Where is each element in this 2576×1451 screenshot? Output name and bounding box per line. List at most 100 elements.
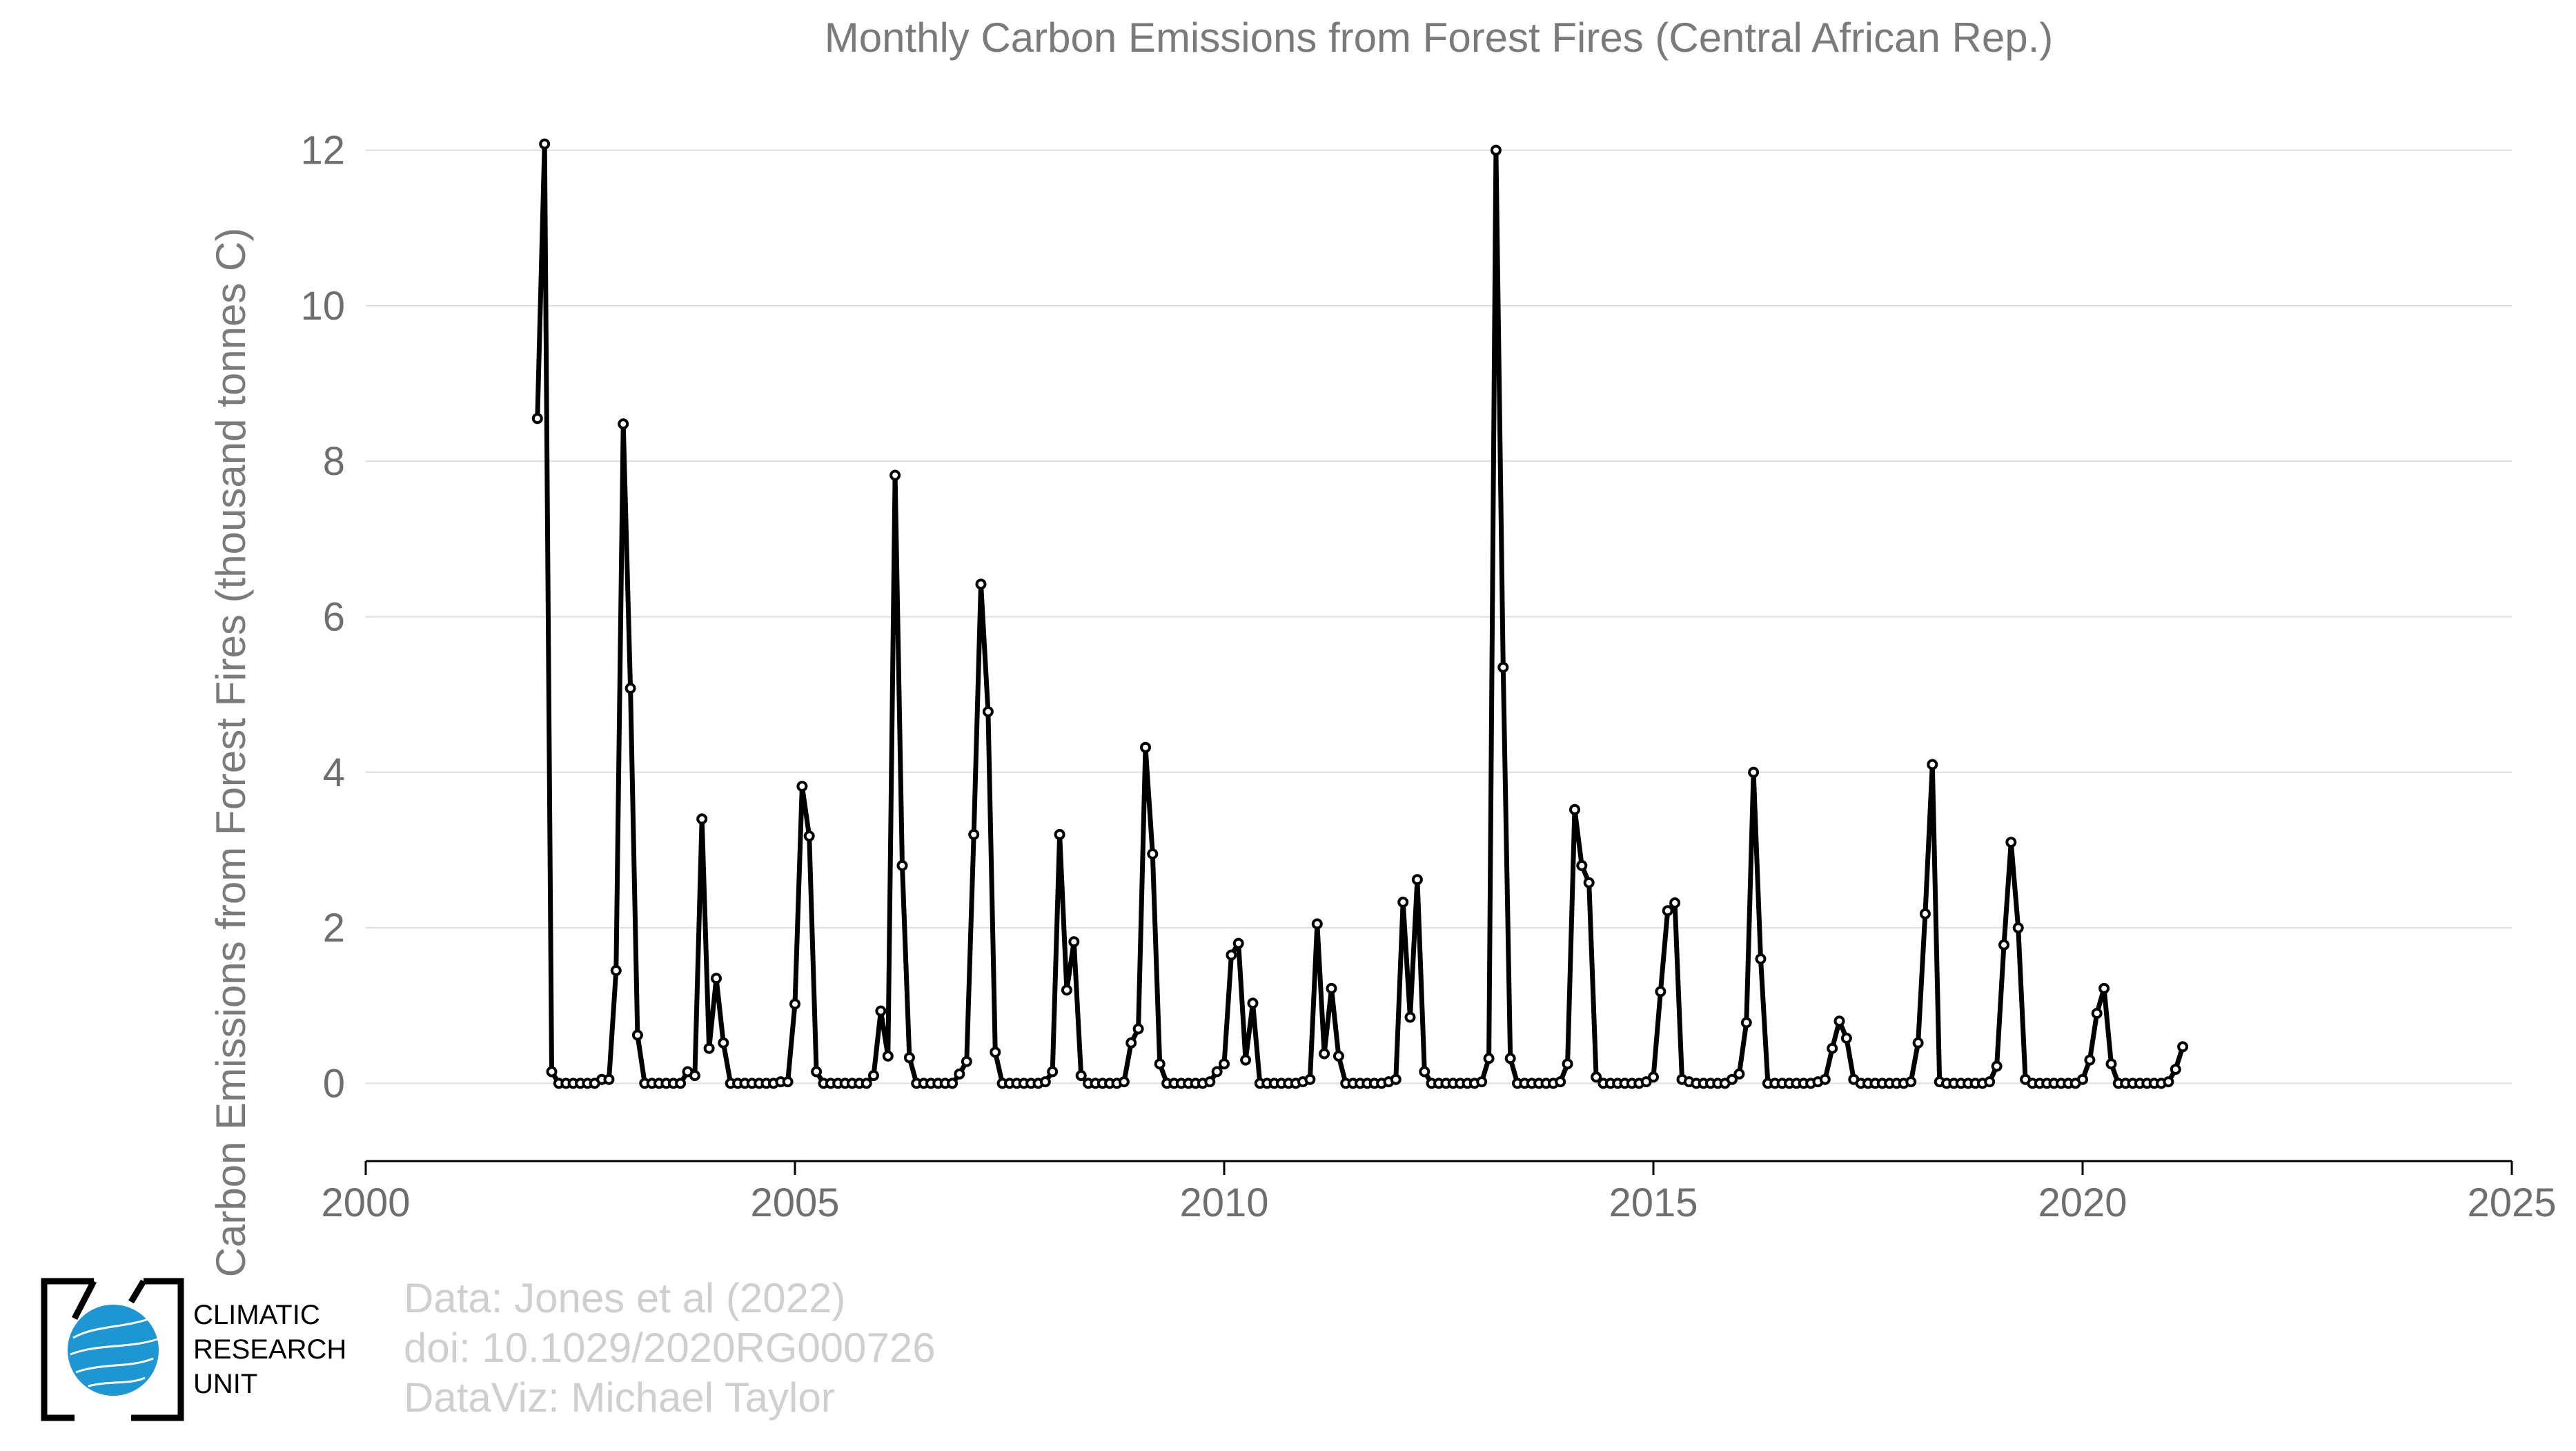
globe-logo-icon	[41, 1278, 184, 1421]
logo-line-3: UNIT	[193, 1369, 258, 1399]
data-point	[675, 1078, 687, 1089]
data-point	[1240, 1054, 1252, 1066]
data-point	[2012, 922, 2024, 934]
data-point	[1669, 897, 1681, 908]
data-point	[1591, 1071, 1602, 1083]
data-point	[1755, 953, 1767, 965]
data-point	[546, 1066, 558, 1078]
data-point	[531, 413, 543, 425]
data-point	[631, 1029, 643, 1041]
y-tick-label-12: 12	[300, 128, 345, 173]
data-point	[961, 1055, 972, 1067]
data-point	[1583, 877, 1595, 888]
data-point	[718, 1037, 729, 1049]
x-tick-label-2000: 2000	[321, 1180, 410, 1225]
data-point	[618, 418, 629, 430]
data-point	[539, 138, 551, 150]
y-tick-label-8: 8	[323, 439, 345, 484]
data-point	[1054, 828, 1065, 840]
credit-doi: doi: 10.1029/2020RG000726	[404, 1325, 936, 1371]
data-point	[603, 1073, 615, 1085]
x-tick-label-2020: 2020	[2038, 1180, 2127, 1225]
data-point	[1232, 937, 1244, 949]
data-point	[1727, 1073, 1738, 1085]
data-point	[1319, 1048, 1330, 1060]
data-point	[1555, 1076, 1566, 1088]
data-point	[1998, 939, 2009, 951]
data-point	[1247, 997, 1259, 1009]
data-point	[1311, 918, 1323, 930]
series-emissions	[531, 138, 2189, 1089]
data-point	[1655, 986, 1666, 997]
data-point	[1819, 1073, 1831, 1085]
data-point	[1569, 804, 1580, 815]
data-point	[1490, 144, 1502, 156]
data-point	[1912, 1037, 1924, 1049]
y-tick-label-10: 10	[300, 284, 345, 329]
data-point	[1497, 661, 1509, 673]
data-point	[1562, 1058, 1573, 1070]
data-point	[689, 1070, 700, 1082]
data-point	[1483, 1053, 1495, 1064]
data-point	[868, 1070, 879, 1082]
data-point	[968, 828, 980, 840]
series-line	[535, 142, 2185, 1086]
data-point	[1733, 1068, 1745, 1080]
data-point	[1147, 848, 1159, 859]
data-point	[1326, 982, 1337, 994]
data-point	[789, 998, 800, 1010]
data-point	[861, 1078, 872, 1089]
y-tick-label-2: 2	[323, 906, 345, 951]
data-point	[889, 469, 901, 481]
data-point	[1419, 1066, 1430, 1078]
data-point	[1905, 1076, 1917, 1088]
y-axis-label: Carbon Emissions from Forest Fires (thou…	[208, 228, 254, 1278]
data-point	[1397, 896, 1409, 908]
data-point	[1061, 984, 1072, 996]
data-point	[947, 1078, 958, 1089]
data-point	[711, 973, 722, 984]
data-point	[1132, 1023, 1144, 1035]
data-point	[1333, 1050, 1344, 1062]
data-point	[803, 830, 815, 842]
data-point	[1640, 1076, 1652, 1088]
data-point	[1304, 1073, 1316, 1085]
logo-text: CLIMATIC RESEARCH UNIT	[193, 1298, 346, 1401]
data-point	[1411, 874, 1423, 886]
data-point	[982, 705, 994, 717]
logo-line-2: RESEARCH	[193, 1334, 347, 1365]
data-point	[1927, 759, 1938, 770]
data-point	[2105, 1058, 2117, 1070]
data-point	[1576, 859, 1588, 871]
data-point	[1662, 905, 1673, 917]
data-point	[696, 813, 708, 825]
x-tick-label-2005: 2005	[750, 1180, 839, 1225]
data-point	[1204, 1076, 1216, 1088]
data-point	[2077, 1073, 2088, 1085]
y-tick-label-0: 0	[323, 1061, 345, 1106]
credit-data-source: Data: Jones et al (2022)	[404, 1275, 846, 1321]
x-axis: 2000 2005 2010 2015 2020 2025	[321, 1160, 2557, 1225]
data-point	[896, 859, 908, 871]
data-point	[782, 1076, 794, 1088]
x-tick-label-2025: 2025	[2467, 1180, 2556, 1225]
chart-title: Monthly Carbon Emissions from Forest Fir…	[825, 14, 2054, 61]
data-point	[1404, 1011, 1416, 1023]
data-point	[903, 1052, 915, 1064]
y-axis-ticks: 0 2 4 6 8 10 12	[300, 128, 345, 1107]
data-point	[1984, 1076, 1996, 1088]
data-point	[1211, 1066, 1223, 1078]
data-point	[1154, 1058, 1166, 1070]
data-point	[811, 1066, 823, 1078]
data-point	[1390, 1073, 1402, 1085]
cru-logo: CLIMATIC RESEARCH UNIT	[40, 1277, 371, 1422]
data-point	[2163, 1076, 2174, 1088]
data-point	[2170, 1064, 2181, 1075]
credit-dataviz: DataViz: Michael Taylor	[404, 1374, 835, 1421]
data-point	[975, 578, 987, 590]
data-point	[2177, 1041, 2189, 1053]
data-point	[1748, 766, 1760, 778]
data-point	[1140, 741, 1151, 753]
gridlines	[366, 149, 2512, 1084]
